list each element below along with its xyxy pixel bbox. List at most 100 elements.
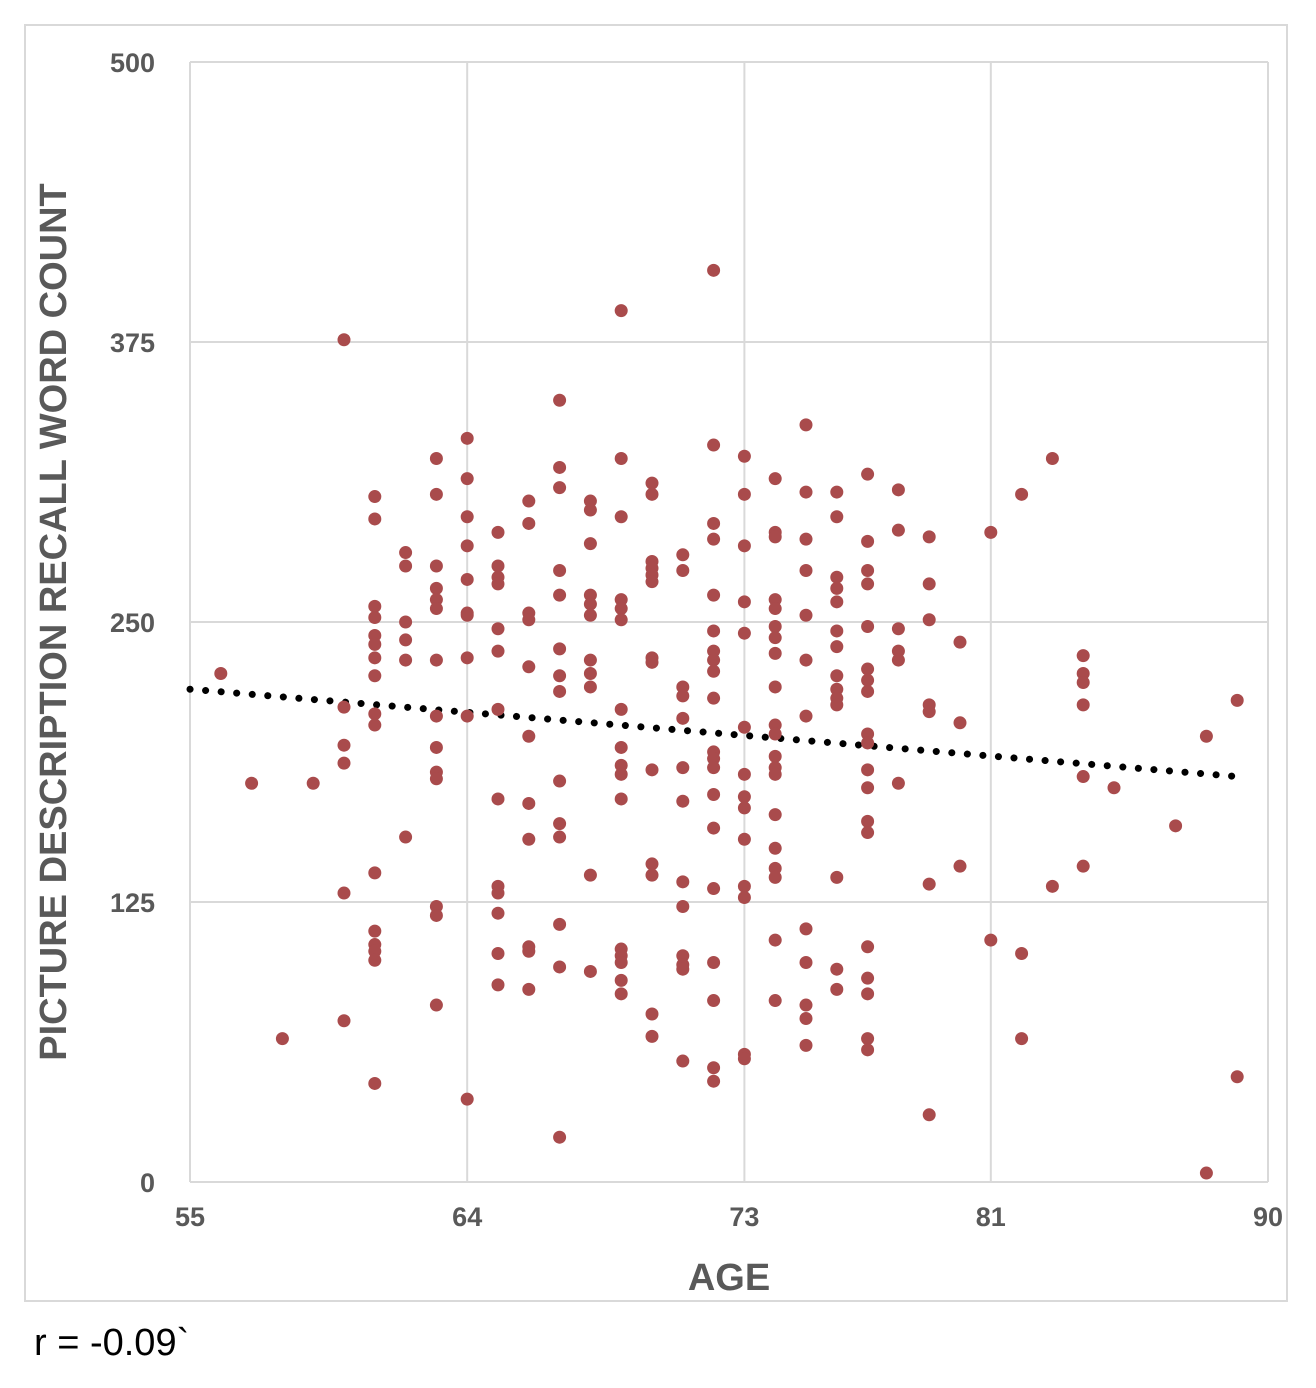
data-point [460, 651, 474, 665]
data-point [1015, 487, 1029, 501]
data-point [275, 1032, 289, 1046]
data-point [891, 776, 905, 790]
data-point [830, 510, 844, 524]
data-point [768, 602, 782, 616]
data-point [491, 577, 505, 591]
data-point [614, 973, 628, 987]
data-point [368, 953, 382, 967]
data-point [368, 718, 382, 732]
data-point [614, 602, 628, 616]
data-point [799, 998, 813, 1012]
data-point [1076, 859, 1090, 873]
data-point [830, 570, 844, 584]
data-point [707, 787, 721, 801]
data-point [861, 1032, 875, 1046]
data-point [922, 1108, 936, 1122]
data-point [429, 899, 443, 913]
data-point [676, 711, 690, 725]
data-point [676, 761, 690, 775]
data-point [553, 460, 567, 474]
data-point [460, 510, 474, 524]
data-point [645, 1029, 659, 1043]
data-point [429, 740, 443, 754]
data-point [1199, 1166, 1213, 1180]
data-point [861, 971, 875, 985]
data-point [553, 669, 567, 683]
data-point [861, 662, 875, 676]
data-point [830, 870, 844, 884]
data-point [707, 664, 721, 678]
data-point [429, 602, 443, 616]
data-point [460, 431, 474, 445]
data-point [891, 622, 905, 636]
data-point [522, 660, 536, 674]
y-tick-label: 375 [110, 328, 155, 358]
data-point [399, 559, 413, 573]
data-point [861, 467, 875, 481]
data-point [676, 548, 690, 562]
data-point [953, 859, 967, 873]
data-point [645, 655, 659, 669]
data-point [1015, 947, 1029, 961]
data-point [861, 940, 875, 954]
data-point [337, 1014, 351, 1028]
data-point [491, 702, 505, 716]
data-point [337, 700, 351, 714]
data-point [1076, 667, 1090, 681]
data-point [1199, 729, 1213, 743]
data-point [922, 613, 936, 627]
data-point [614, 767, 628, 781]
y-axis-title: PICTURE DESCRIPTION RECALL WORD COUNT [33, 183, 75, 1061]
data-point [1015, 1032, 1029, 1046]
y-tick-labels: 0 125 250 375 500 [110, 48, 155, 1198]
data-point [583, 503, 597, 517]
data-point [707, 263, 721, 277]
data-point [737, 891, 751, 905]
data-point [737, 539, 751, 553]
data-point [522, 516, 536, 530]
data-point [768, 749, 782, 763]
data-point [429, 709, 443, 723]
data-point [583, 588, 597, 602]
data-point [614, 758, 628, 772]
data-point [676, 899, 690, 913]
data-point [460, 572, 474, 586]
data-point [368, 628, 382, 642]
data-point [737, 595, 751, 609]
data-point [768, 870, 782, 884]
data-point [522, 613, 536, 627]
data-point [368, 924, 382, 938]
data-point [737, 879, 751, 893]
data-point [460, 1092, 474, 1106]
data-point [645, 857, 659, 871]
y-tick-label: 125 [110, 888, 155, 918]
data-point [645, 868, 659, 882]
data-point [368, 944, 382, 958]
data-point [861, 781, 875, 795]
data-point [861, 619, 875, 633]
data-point [491, 644, 505, 658]
data-point [830, 698, 844, 712]
data-point [737, 801, 751, 815]
data-point [429, 908, 443, 922]
data-point [707, 532, 721, 546]
data-point [768, 933, 782, 947]
data-point [830, 595, 844, 609]
data-point [429, 772, 443, 786]
data-point [861, 826, 875, 840]
data-point [1076, 649, 1090, 663]
data-point [429, 581, 443, 595]
data-point [676, 794, 690, 808]
data-point [768, 841, 782, 855]
data-point [522, 944, 536, 958]
data-point [707, 653, 721, 667]
data-point [368, 651, 382, 665]
data-point [799, 653, 813, 667]
data-point [768, 808, 782, 822]
x-tick-label: 64 [452, 1202, 482, 1232]
data-point [768, 718, 782, 732]
trendline [186, 685, 1241, 781]
data-point [861, 736, 875, 750]
data-point [522, 832, 536, 846]
data-point [368, 669, 382, 683]
